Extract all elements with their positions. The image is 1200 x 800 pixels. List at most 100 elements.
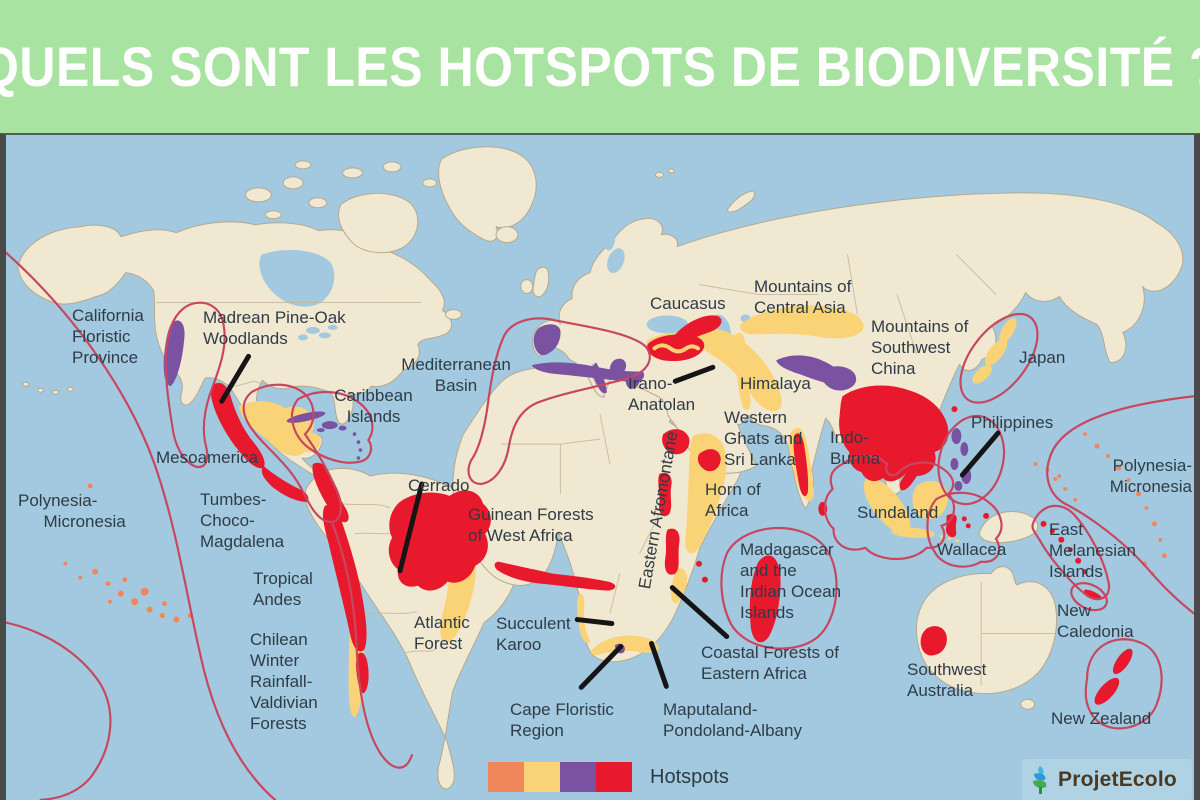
hotspot-label-caucasus: Caucasus xyxy=(650,294,726,313)
hotspot-label-maputaland-pondoland-albany: Maputaland- Pondoland-Albany xyxy=(663,700,802,741)
hotspots-purple xyxy=(163,320,972,654)
island-baffin xyxy=(338,192,419,254)
hotspot-label-new-caledonia: New Caledonia xyxy=(1057,601,1134,642)
horn-red xyxy=(697,449,721,472)
loop-california xyxy=(164,301,226,469)
hudson-bay xyxy=(259,249,335,307)
orange-island-specks xyxy=(63,432,1167,623)
pointer-cape-floristic xyxy=(578,643,624,690)
loop-philippines xyxy=(937,414,1006,506)
island-ireland xyxy=(520,279,534,295)
legend-swatch-yellow xyxy=(524,762,560,792)
hotspot-label-mesoamerica: Mesoamerica xyxy=(156,448,259,467)
japan-island-north xyxy=(999,317,1017,343)
hotspot-label-mediterranean-basin: Mediterranean Basin xyxy=(401,355,511,396)
hotspot-label-tumbes-choco-magdalena: Tumbes- Choco- Magdalena xyxy=(200,490,285,552)
continents xyxy=(17,146,1184,790)
guinean-red xyxy=(494,561,616,591)
western-ghats-red xyxy=(793,433,809,497)
loop-new-zealand xyxy=(1084,638,1163,730)
baltic-sea xyxy=(607,248,625,274)
island-new-guinea xyxy=(978,511,1039,544)
hotspot-label-east-melanesian-islands: East Melanesian Islands xyxy=(1049,520,1136,582)
loop-caribbean xyxy=(291,390,374,464)
japan-island-south xyxy=(972,365,992,384)
hotspot-label-coastal-forests-eastern-africa: Coastal Forests of Eastern Africa xyxy=(701,643,839,684)
loop-mediterranean xyxy=(467,317,651,486)
hotspot-outline-loops xyxy=(6,251,1194,800)
pointer-philippines xyxy=(959,430,1001,478)
hotspot-central-asia-yellow xyxy=(740,305,864,339)
island-tasmania xyxy=(1020,698,1036,710)
hotspot-label-cerrado: Cerrado xyxy=(408,476,470,495)
label-pointer-lines xyxy=(219,353,1001,690)
afromontane-red-3 xyxy=(664,528,680,575)
hispaniola xyxy=(321,421,338,430)
island-great-britain xyxy=(532,266,550,298)
hotspot-label-madagascar: Madagascar and the Indian Ocean Islands xyxy=(740,540,842,623)
hotspot-label-new-zealand: New Zealand xyxy=(1051,709,1152,728)
legend-label: Hotspots xyxy=(650,765,729,788)
logo-text: ProjetEcolo xyxy=(1058,768,1177,791)
borneo xyxy=(912,481,949,520)
hotspot-label-succulent-karoo: Succulent Karoo xyxy=(496,614,571,655)
arabia-yellow-strip xyxy=(734,332,751,411)
island-newfoundland xyxy=(445,308,462,320)
pointer-maputaland xyxy=(649,640,669,689)
new-caledonia-red xyxy=(1083,589,1103,600)
japan-island-main xyxy=(984,339,1008,366)
new-zealand-north xyxy=(1112,648,1133,675)
legend-swatch-red xyxy=(596,762,632,792)
legend-swatch-purple xyxy=(560,762,596,792)
black-sea xyxy=(646,315,689,334)
page-title: QUELS SONT LES HOTSPOTS DE BIODIVERSITÉ … xyxy=(0,35,1200,98)
hotspot-label-southwest-australia: Southwest Australia xyxy=(907,660,987,701)
iberia-purple xyxy=(533,324,561,356)
loop-new-caledonia xyxy=(1070,582,1108,612)
pointer-coastal-forests xyxy=(669,585,730,639)
sulawesi-red xyxy=(945,513,957,538)
loop-polynesia-sweep-east xyxy=(1046,395,1194,615)
sw-china-purple xyxy=(819,366,857,391)
island-greenland xyxy=(438,146,537,242)
tumbes-red xyxy=(312,462,349,523)
loop-polynesia-sweep-west xyxy=(6,251,277,800)
philippines-purple xyxy=(951,428,962,445)
pointer-cerrado xyxy=(397,481,425,574)
afromontane-red-2 xyxy=(658,472,672,517)
projetecolo-logo: ProjetEcolo xyxy=(1022,759,1192,800)
andes-red xyxy=(322,504,367,652)
north-africa-purple xyxy=(531,362,645,383)
loop-madagascar xyxy=(720,527,838,650)
hotspot-label-himalaya: Himalaya xyxy=(740,374,811,393)
hotspot-label-cape-floristic-region: Cape Floristic Region xyxy=(510,700,614,741)
leaf-icon xyxy=(1033,766,1047,794)
turkey-red xyxy=(647,334,705,362)
hotspot-label-irano-anatolan: Irano- Anatolan xyxy=(628,374,696,415)
title-banner: QUELS SONT LES HOTSPOTS DE BIODIVERSITÉ … xyxy=(0,0,1200,133)
sumatra xyxy=(863,477,911,534)
hotspot-label-california-floristic-province: California Floristic Province xyxy=(72,306,144,368)
sw-australia-red xyxy=(920,626,947,656)
hotspot-label-mountains-sw-china: Mountains of Southwest China xyxy=(871,317,969,379)
legend: Hotspots xyxy=(488,762,729,792)
pointer-irano-anatolan xyxy=(672,364,716,384)
island-novaya-zemlya xyxy=(726,190,756,213)
loop-mesoamerica xyxy=(242,383,342,523)
loop-wallacea xyxy=(926,491,1003,568)
hotspot-label-japan: Japan xyxy=(1019,348,1066,367)
turkey-yellow-wave xyxy=(652,343,700,354)
hotspot-label-madrean-pine-oak: Madrean Pine-Oak Woodlands xyxy=(203,308,346,349)
hotspot-label-western-ghats: Western Ghats and Sri Lanka xyxy=(724,408,803,470)
madrean-red xyxy=(210,383,265,469)
hotspot-label-polynesia-micronesia-west: Polynesia- Micronesia xyxy=(18,491,126,532)
continent-australia xyxy=(915,566,1058,695)
world-map-svg xyxy=(6,135,1194,800)
new-zealand-south xyxy=(1094,677,1120,705)
loop-east-melanesian xyxy=(1031,504,1111,601)
loop-tumbes-coast xyxy=(331,522,413,769)
hotspot-label-guinean-forests: Guinean Forests of West Africa xyxy=(468,505,594,546)
hotspot-label-sundaland: Sundaland xyxy=(857,503,939,522)
afromontane-red-1 xyxy=(662,429,690,455)
world-map: California Floristic Province Madrean Pi… xyxy=(0,133,1200,800)
